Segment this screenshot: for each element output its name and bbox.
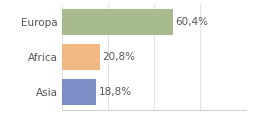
Text: 60,4%: 60,4% <box>176 17 208 27</box>
Text: 20,8%: 20,8% <box>102 52 135 62</box>
Bar <box>62 44 100 70</box>
Bar <box>62 9 173 35</box>
Text: 18,8%: 18,8% <box>99 87 132 97</box>
Bar <box>62 79 96 105</box>
